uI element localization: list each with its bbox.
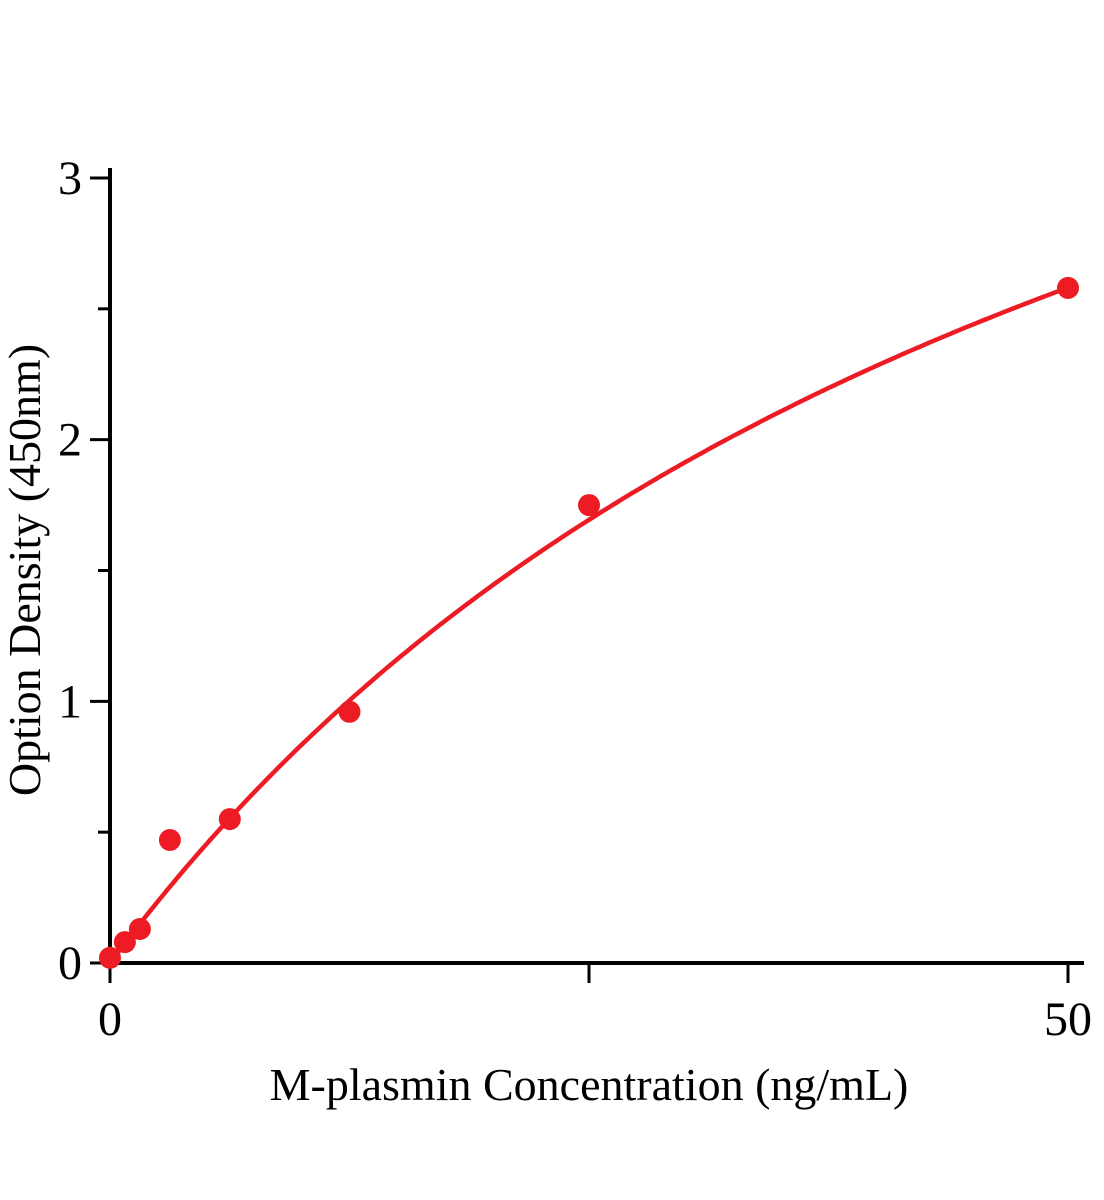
data-point	[218, 808, 241, 831]
x-tick-label: 0	[98, 993, 122, 1046]
data-point	[578, 494, 600, 517]
chart-plot-area: 0 1 2 3 0 50	[58, 152, 1092, 1046]
y-axis-title: Option Density (450nm)	[0, 344, 50, 796]
data-point	[113, 931, 136, 954]
fit-curve	[107, 285, 1071, 966]
data-point	[128, 918, 151, 940]
data-point	[1057, 276, 1079, 299]
x-tick-label: 50	[1044, 993, 1092, 1046]
x-axis-title: M-plasmin Concentration (ng/mL)	[270, 1059, 909, 1110]
y-tick-label: 2	[58, 414, 82, 467]
data-point	[158, 829, 181, 851]
y-tick-label: 3	[58, 152, 82, 205]
y-tick-label: 0	[58, 937, 82, 990]
y-tick-label: 1	[58, 675, 82, 728]
data-point	[99, 946, 121, 969]
data-point	[338, 700, 361, 723]
